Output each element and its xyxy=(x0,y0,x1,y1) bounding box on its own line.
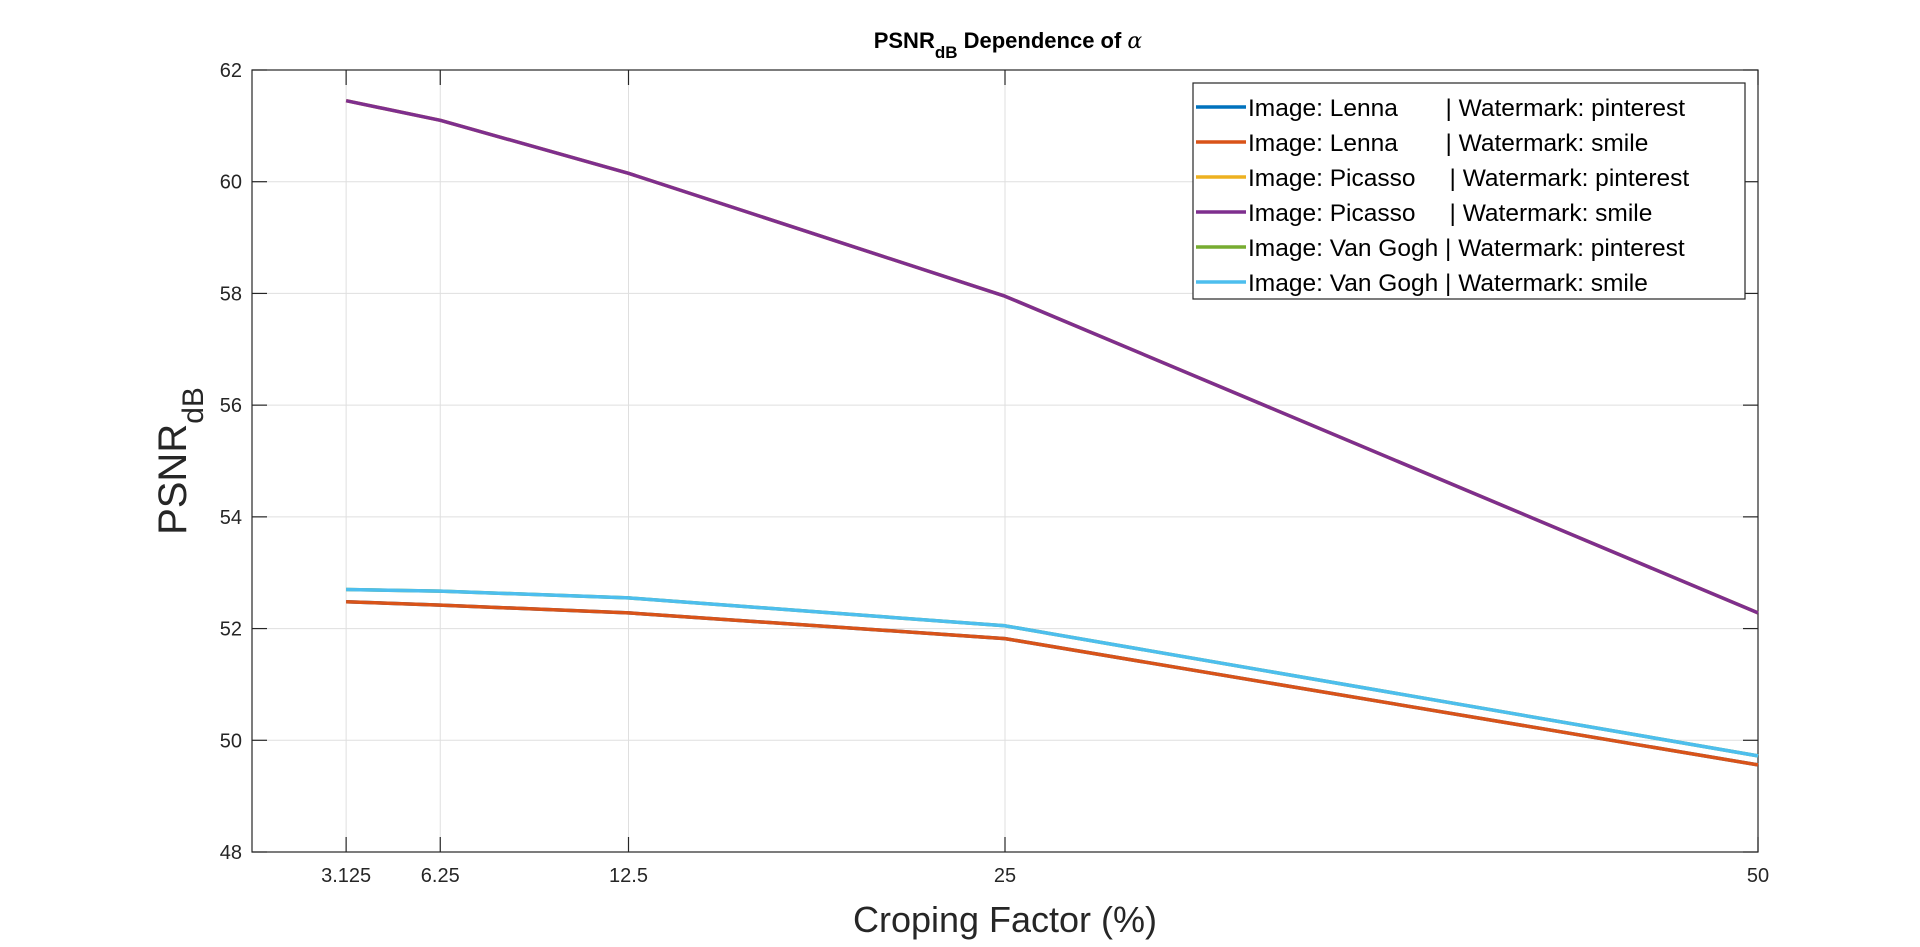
y-tick-label: 50 xyxy=(220,730,242,752)
legend: Image: Lenna | Watermark: pinterest Image… xyxy=(1192,82,1746,300)
x-tick-label: 3.125 xyxy=(321,865,371,887)
legend-box xyxy=(1192,82,1746,300)
y-tick-label: 60 xyxy=(220,172,242,194)
y-tick-label: 54 xyxy=(220,507,242,529)
y-axis-label: PSNRdB xyxy=(151,387,210,535)
chart-title-symbol: α xyxy=(1127,29,1142,54)
series-line-4 xyxy=(345,98,1759,615)
legend-label-6: Image: Van Gogh | Watermark: smile xyxy=(1248,270,1648,297)
chart-title: PSNRdB Dependence of α xyxy=(874,28,1143,62)
x-ticks xyxy=(345,70,1759,852)
series-line-6 xyxy=(346,587,1759,758)
y-tick-labels: 48 50 52 54 56 58 60 62 xyxy=(220,60,242,864)
legend-label-4: Image: Picasso | Watermark: smile xyxy=(1248,200,1652,227)
legend-label-1: Image: Lenna | Watermark: pinterest xyxy=(1248,95,1685,122)
x-tick-label: 50 xyxy=(1747,865,1769,887)
y-axis-label-subscript: dB xyxy=(177,387,210,424)
x-tick-label: 6.25 xyxy=(421,865,460,887)
y-tick-label: 52 xyxy=(220,619,242,641)
y-tick-label: 48 xyxy=(220,842,242,864)
y-tick-label: 56 xyxy=(220,395,242,417)
legend-label-5: Image: Van Gogh | Watermark: pinterest xyxy=(1248,235,1685,262)
x-tick-label: 12.5 xyxy=(609,865,648,887)
legend-label-3: Image: Picasso | Watermark: pinterest xyxy=(1248,165,1689,192)
x-tick-labels: 3.125 6.25 12.5 25 50 xyxy=(321,865,1769,887)
y-tick-label: 58 xyxy=(220,283,242,305)
y-axis-label-main: PSNR xyxy=(151,424,195,535)
x-axis-label: Croping Factor (%) xyxy=(853,899,1157,940)
series-line-2 xyxy=(346,600,1759,767)
x-tick-label: 25 xyxy=(994,865,1016,887)
legend-label-2: Image: Lenna | Watermark: smile xyxy=(1248,130,1648,157)
chart-title-rest: Dependence of xyxy=(958,28,1128,53)
series-lines xyxy=(345,98,1759,767)
y-tick-label: 62 xyxy=(220,60,242,82)
chart-title-subscript: dB xyxy=(935,43,958,62)
chart-title-main: PSNR xyxy=(874,28,935,53)
